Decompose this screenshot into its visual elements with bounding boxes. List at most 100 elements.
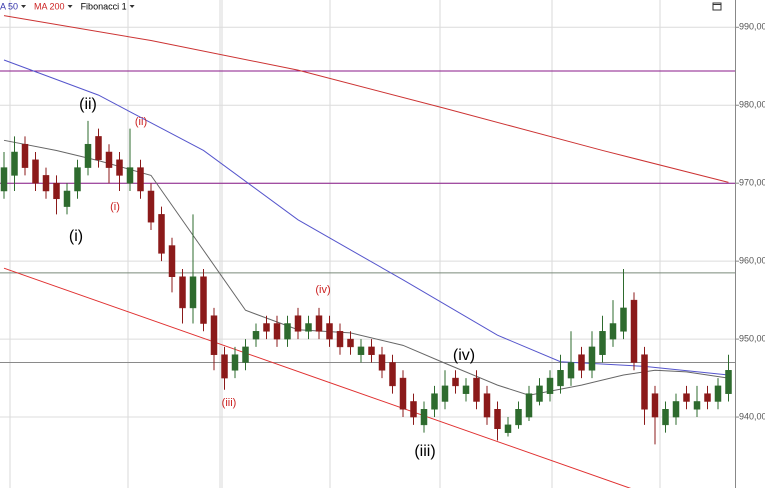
candle-body	[42, 175, 50, 192]
candle-body	[599, 331, 606, 355]
candle-body	[294, 315, 302, 332]
legend-dropdown	[67, 5, 73, 8]
candle-body	[473, 377, 480, 402]
candle-body	[231, 354, 239, 371]
wave-label: (iv)	[315, 284, 330, 296]
candle-body	[105, 151, 113, 168]
candle-body	[546, 377, 554, 394]
candle-body	[0, 167, 8, 192]
indicator-line	[3, 15, 729, 183]
legend: A 50 MA 200 Fibonacci 1	[0, 1, 135, 11]
candle-body	[53, 182, 60, 200]
candle-body	[672, 401, 680, 418]
wave-label: (i)	[69, 228, 83, 245]
y-tick-label: 950,00	[739, 333, 765, 343]
candle-body	[347, 338, 354, 348]
candle-body	[368, 346, 375, 355]
candle-body	[63, 190, 71, 207]
candle-body	[242, 346, 249, 363]
candle-body	[420, 409, 428, 426]
candle-body	[725, 370, 732, 394]
candle-body	[389, 362, 396, 387]
wave-label: (i)	[110, 201, 120, 213]
candle-body	[378, 354, 386, 371]
candle-body	[693, 401, 701, 410]
candle-body	[431, 393, 438, 410]
candle-body	[525, 393, 533, 418]
candle-body	[210, 315, 218, 355]
candle-body	[515, 409, 522, 426]
y-tick-label: 980,00	[739, 100, 765, 110]
window-icon[interactable]	[712, 2, 722, 11]
y-tick-label: 990,00	[739, 22, 765, 32]
candle-body	[410, 401, 417, 418]
y-axis: 940,00 950,00 960,00 970,00 980,00 990,00	[735, 22, 765, 421]
y-tick-label: 940,00	[739, 411, 765, 421]
candle-body	[557, 370, 564, 387]
candle-body	[714, 385, 722, 402]
time-grid	[9, 0, 661, 488]
candle-body	[578, 354, 585, 371]
candle-body	[84, 143, 92, 168]
legend-entry[interactable]: Fibonacci 1	[81, 1, 127, 11]
wave-label: (iv)	[453, 347, 475, 364]
candle-body	[315, 315, 323, 332]
candle-body	[32, 159, 39, 184]
candle-body	[273, 323, 281, 340]
candle-body	[483, 393, 491, 418]
candle-body	[326, 323, 333, 340]
candle-body	[609, 323, 617, 340]
candle-body	[357, 346, 365, 355]
candle-body	[116, 159, 123, 176]
candle-body	[11, 151, 18, 176]
candle-body	[662, 409, 669, 426]
candle-body	[305, 323, 312, 332]
candle-body	[137, 167, 144, 192]
wave-label: (ii)	[79, 96, 97, 113]
candle-body	[126, 167, 134, 184]
legend-entry[interactable]: A 50	[0, 1, 18, 11]
plot: (ii) (ii) (i) (i) (iii) (iv) (iv) (iii)	[0, 15, 735, 488]
candle-body	[588, 346, 596, 371]
candle-body	[462, 385, 470, 394]
candle-body	[158, 214, 165, 254]
candle-body	[284, 323, 291, 340]
candle-body	[504, 424, 512, 433]
legend-entry[interactable]: MA 200	[34, 1, 65, 11]
candle-body	[620, 307, 627, 332]
candle-body	[21, 143, 29, 168]
candle-body	[494, 409, 501, 430]
candle-body	[630, 299, 638, 363]
candle-body	[683, 393, 690, 402]
wave-label: (iii)	[222, 397, 237, 409]
wave-label: (ii)	[135, 116, 147, 128]
candle-body	[95, 136, 102, 161]
candle-body	[536, 385, 543, 402]
candle-body	[336, 331, 344, 348]
indicator-line	[3, 59, 729, 376]
wave-label: (iii)	[414, 443, 435, 460]
y-tick-label: 960,00	[739, 256, 765, 266]
candle-body	[651, 393, 659, 418]
candle-body	[704, 393, 711, 402]
legend-dropdown	[21, 5, 27, 8]
candle-body	[452, 377, 459, 387]
candle-body	[567, 362, 575, 379]
candle-body	[147, 190, 155, 223]
candle-body	[441, 385, 449, 402]
candle-body	[179, 276, 186, 309]
indicator-line	[3, 267, 632, 488]
candle-body	[200, 276, 207, 324]
candle-body	[74, 167, 81, 192]
indicator-line	[3, 139, 729, 396]
candle-body	[168, 245, 176, 277]
candle-body	[263, 323, 270, 332]
y-tick-label: 970,00	[739, 178, 765, 188]
candle-body	[399, 377, 407, 410]
candle-body	[189, 276, 197, 309]
candle-body	[221, 354, 228, 379]
candle-body	[641, 354, 648, 410]
